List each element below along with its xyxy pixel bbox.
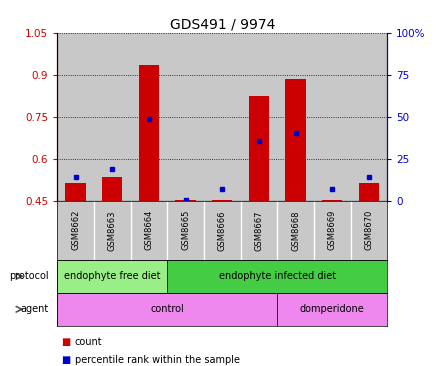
Text: GSM8665: GSM8665 [181, 210, 190, 250]
Text: GSM8668: GSM8668 [291, 210, 300, 251]
Bar [176, 200, 196, 201]
Bar [57, 293, 277, 326]
Text: GSM8662: GSM8662 [71, 210, 80, 250]
Text: ■: ■ [62, 337, 71, 347]
Text: GSM8663: GSM8663 [108, 210, 117, 251]
Text: count: count [75, 337, 103, 347]
Bar [359, 183, 379, 201]
Bar [277, 293, 387, 326]
Bar [102, 178, 122, 201]
Text: GSM8666: GSM8666 [218, 210, 227, 251]
Bar [249, 96, 269, 201]
Text: GSM8670: GSM8670 [364, 210, 374, 250]
Text: endophyte infected diet: endophyte infected diet [219, 271, 336, 281]
Text: control: control [150, 304, 184, 314]
Text: protocol: protocol [9, 271, 48, 281]
Text: GSM8667: GSM8667 [254, 210, 264, 251]
Text: GSM8664: GSM8664 [144, 210, 154, 250]
Text: percentile rank within the sample: percentile rank within the sample [75, 355, 240, 365]
Text: endophyte free diet: endophyte free diet [64, 271, 161, 281]
Bar [212, 200, 232, 201]
Title: GDS491 / 9974: GDS491 / 9974 [169, 18, 275, 32]
Bar [167, 260, 387, 293]
Text: domperidone: domperidone [300, 304, 365, 314]
Bar [57, 260, 167, 293]
Text: agent: agent [20, 304, 48, 314]
Bar [66, 183, 86, 201]
Bar [286, 79, 306, 201]
Bar [322, 200, 342, 201]
Text: ■: ■ [62, 355, 71, 365]
Text: GSM8669: GSM8669 [328, 210, 337, 250]
Bar [139, 65, 159, 201]
